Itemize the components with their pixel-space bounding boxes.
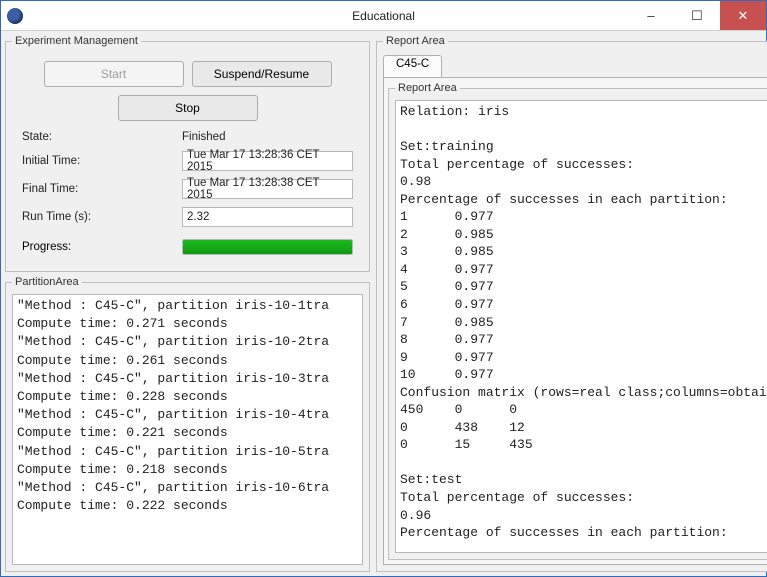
state-label: State:	[22, 131, 182, 143]
partition-area-group: PartitionArea "Method : C45-C", partitio…	[5, 276, 370, 572]
experiment-legend: Experiment Management	[12, 35, 141, 47]
right-column: Report Area C45-C Report Area Relation: …	[376, 35, 767, 572]
progress-row: Progress:	[22, 239, 353, 255]
partition-legend: PartitionArea	[12, 276, 82, 288]
window-title: Educational	[352, 9, 415, 23]
final-time-field[interactable]: Tue Mar 17 13:28:38 CET 2015	[182, 179, 353, 199]
experiment-management-group: Experiment Management Start Suspend/Resu…	[5, 35, 370, 272]
minimize-button[interactable]: –	[628, 1, 674, 30]
report-textarea[interactable]: Relation: iris Set:training Total percen…	[395, 100, 767, 553]
report-area-group: Report Area C45-C Report Area Relation: …	[376, 35, 767, 572]
report-tabs: C45-C	[383, 55, 767, 77]
app-icon	[7, 8, 23, 24]
report-tabstrip: C45-C Report Area Relation: iris Set:tra…	[383, 53, 767, 565]
progress-bar	[182, 239, 353, 255]
stop-button-row: Stop	[16, 95, 359, 121]
initial-time-field[interactable]: Tue Mar 17 13:28:36 CET 2015	[182, 151, 353, 171]
status-grid: State: Finished Initial Time: Tue Mar 17…	[22, 131, 353, 227]
report-inner-group: Report Area Relation: iris Set:training …	[388, 82, 767, 560]
run-time-field[interactable]: 2.32	[182, 207, 353, 227]
start-button: Start	[44, 61, 184, 87]
close-button[interactable]: ✕	[720, 1, 766, 30]
partition-textarea[interactable]: "Method : C45-C", partition iris-10-1tra…	[12, 294, 363, 565]
suspend-resume-button[interactable]: Suspend/Resume	[192, 61, 332, 87]
initial-time-label: Initial Time:	[22, 155, 182, 167]
control-button-row: Start Suspend/Resume	[16, 61, 359, 87]
final-time-label: Final Time:	[22, 183, 182, 195]
app-window: Educational – ☐ ✕ Experiment Management …	[0, 0, 767, 577]
progress-fill	[183, 240, 352, 254]
left-column: Experiment Management Start Suspend/Resu…	[5, 35, 370, 572]
maximize-button[interactable]: ☐	[674, 1, 720, 30]
client-area: Experiment Management Start Suspend/Resu…	[1, 31, 766, 576]
report-inner-legend: Report Area	[395, 82, 460, 94]
tab-c45c[interactable]: C45-C	[383, 55, 442, 77]
state-value: Finished	[182, 131, 353, 143]
window-controls: – ☐ ✕	[628, 1, 766, 30]
progress-label: Progress:	[22, 241, 174, 253]
stop-button[interactable]: Stop	[118, 95, 258, 121]
report-legend: Report Area	[383, 35, 448, 47]
report-tab-panel: Report Area Relation: iris Set:training …	[383, 77, 767, 565]
run-time-label: Run Time (s):	[22, 211, 182, 223]
titlebar[interactable]: Educational – ☐ ✕	[1, 1, 766, 31]
